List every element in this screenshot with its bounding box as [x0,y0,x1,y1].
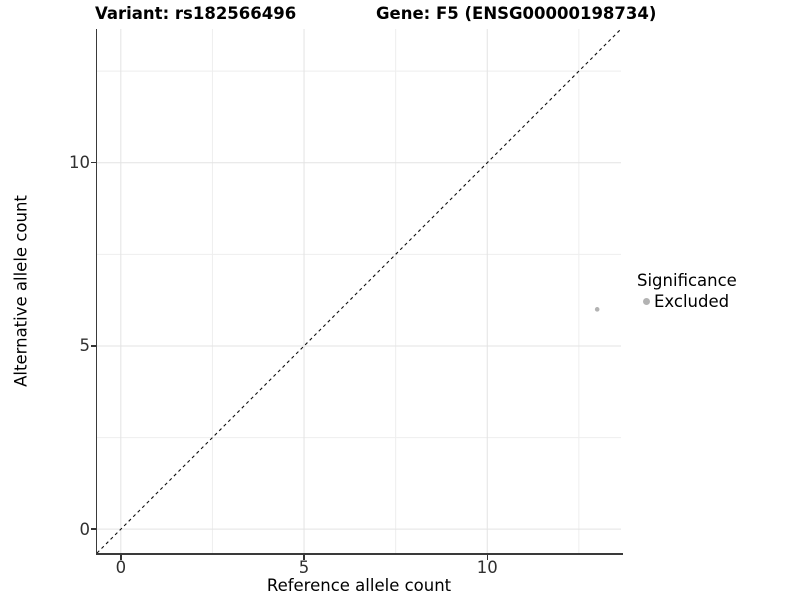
legend: Significance Excluded [637,271,737,311]
x-tick-label: 0 [115,558,127,577]
legend-item-excluded: Excluded [637,292,737,311]
data-point [594,307,600,312]
y-tick-label: 0 [79,519,91,539]
x-axis-title: Reference allele count [266,576,452,595]
legend-key-dot-icon [643,298,650,305]
x-tick-mark [303,554,305,560]
identity-line [97,29,621,553]
x-tick-label: 5 [298,558,310,577]
legend-item-label: Excluded [654,292,730,311]
y-tick-label: 10 [69,153,90,173]
plot-title-variant: Variant: rs182566496 [95,4,297,23]
y-axis-title: Alternative allele count [11,195,31,387]
x-tick-label: 10 [476,558,498,577]
y-tick-mark [91,345,96,347]
y-axis-line [95,29,97,555]
y-tick-label: 5 [79,336,91,356]
legend-title: Significance [637,271,737,290]
x-axis-line [95,553,623,555]
plot-title-gene: Gene: F5 (ENSG00000198734) [376,4,657,23]
y-tick-mark [91,528,96,530]
x-tick-mark [120,554,122,560]
plot-area [97,29,621,553]
plot-panel [97,29,621,553]
x-tick-mark [486,554,488,560]
y-tick-mark [91,161,96,164]
